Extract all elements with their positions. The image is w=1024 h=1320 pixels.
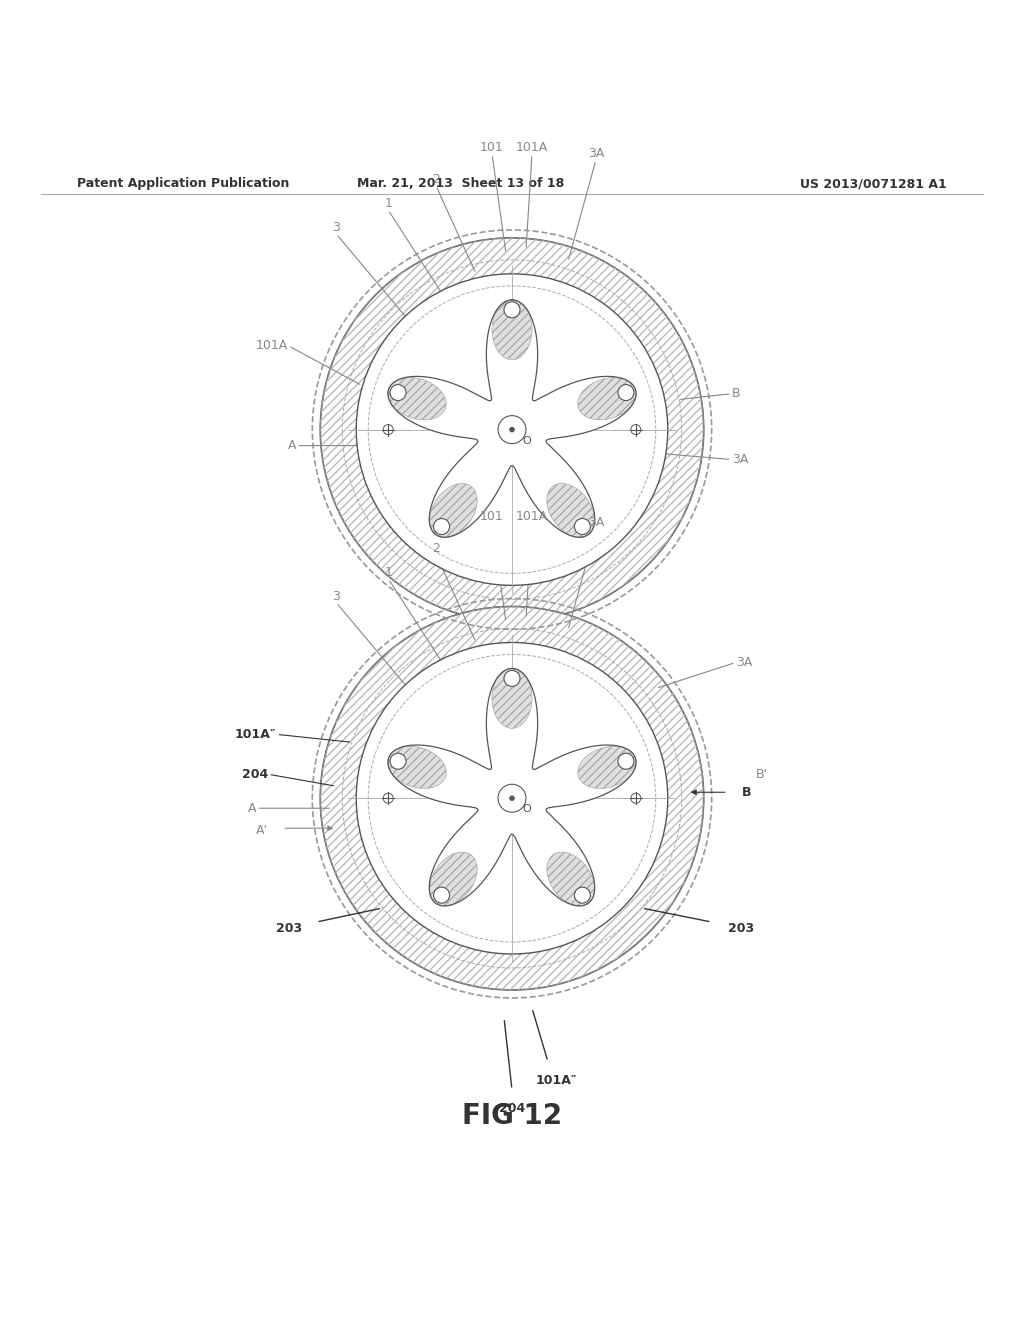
Circle shape [356, 643, 668, 954]
Ellipse shape [578, 746, 636, 788]
Ellipse shape [429, 853, 477, 906]
Text: 1: 1 [384, 565, 392, 578]
Text: 3A: 3A [731, 453, 748, 466]
Text: 3A: 3A [588, 147, 604, 160]
Circle shape [498, 784, 526, 812]
Text: 101A″: 101A″ [234, 727, 276, 741]
Circle shape [356, 273, 668, 585]
Text: O: O [522, 436, 530, 446]
Text: 101A: 101A [516, 510, 548, 523]
Circle shape [390, 384, 407, 400]
Text: 3A: 3A [735, 656, 752, 669]
Text: Patent Application Publication: Patent Application Publication [77, 177, 289, 190]
Ellipse shape [492, 668, 532, 729]
Ellipse shape [547, 853, 595, 906]
Circle shape [504, 671, 520, 686]
Ellipse shape [429, 483, 477, 537]
Circle shape [617, 754, 634, 770]
Polygon shape [388, 300, 636, 537]
Text: 1: 1 [384, 197, 392, 210]
Text: 3: 3 [333, 220, 340, 234]
Text: A': A' [256, 824, 268, 837]
Text: B: B [741, 785, 752, 799]
Circle shape [510, 796, 514, 801]
Circle shape [321, 238, 703, 622]
Circle shape [510, 428, 514, 432]
Text: 101A″: 101A″ [536, 1073, 577, 1086]
Text: 2: 2 [432, 541, 440, 554]
Circle shape [498, 416, 526, 444]
Text: 3: 3 [333, 590, 340, 602]
Text: 203: 203 [728, 921, 754, 935]
Text: 2: 2 [432, 173, 440, 186]
Ellipse shape [388, 378, 446, 420]
Circle shape [504, 302, 520, 318]
Text: B': B' [756, 768, 768, 780]
Text: O: O [522, 804, 530, 814]
Text: 203: 203 [276, 921, 302, 935]
Circle shape [574, 887, 591, 903]
Circle shape [433, 887, 450, 903]
Text: 101A: 101A [516, 141, 548, 154]
Ellipse shape [547, 483, 595, 537]
Text: Mar. 21, 2013  Sheet 13 of 18: Mar. 21, 2013 Sheet 13 of 18 [357, 177, 564, 190]
Text: A: A [248, 801, 256, 814]
Circle shape [321, 607, 703, 990]
Circle shape [617, 384, 634, 400]
Ellipse shape [578, 378, 636, 420]
Text: A: A [288, 440, 296, 451]
Text: 101A: 101A [256, 339, 289, 352]
Circle shape [390, 754, 407, 770]
Text: B: B [731, 387, 740, 400]
Text: US 2013/0071281 A1: US 2013/0071281 A1 [801, 177, 947, 190]
Polygon shape [388, 668, 636, 906]
Text: 3A: 3A [588, 516, 604, 529]
Text: FIG 12: FIG 12 [462, 1102, 562, 1130]
Text: 204: 204 [242, 768, 268, 780]
Circle shape [574, 519, 591, 535]
Ellipse shape [492, 300, 532, 360]
Circle shape [433, 519, 450, 535]
Text: 204: 204 [499, 1102, 525, 1115]
Text: 101: 101 [480, 510, 504, 523]
Ellipse shape [388, 746, 446, 788]
Text: 101: 101 [480, 141, 504, 154]
